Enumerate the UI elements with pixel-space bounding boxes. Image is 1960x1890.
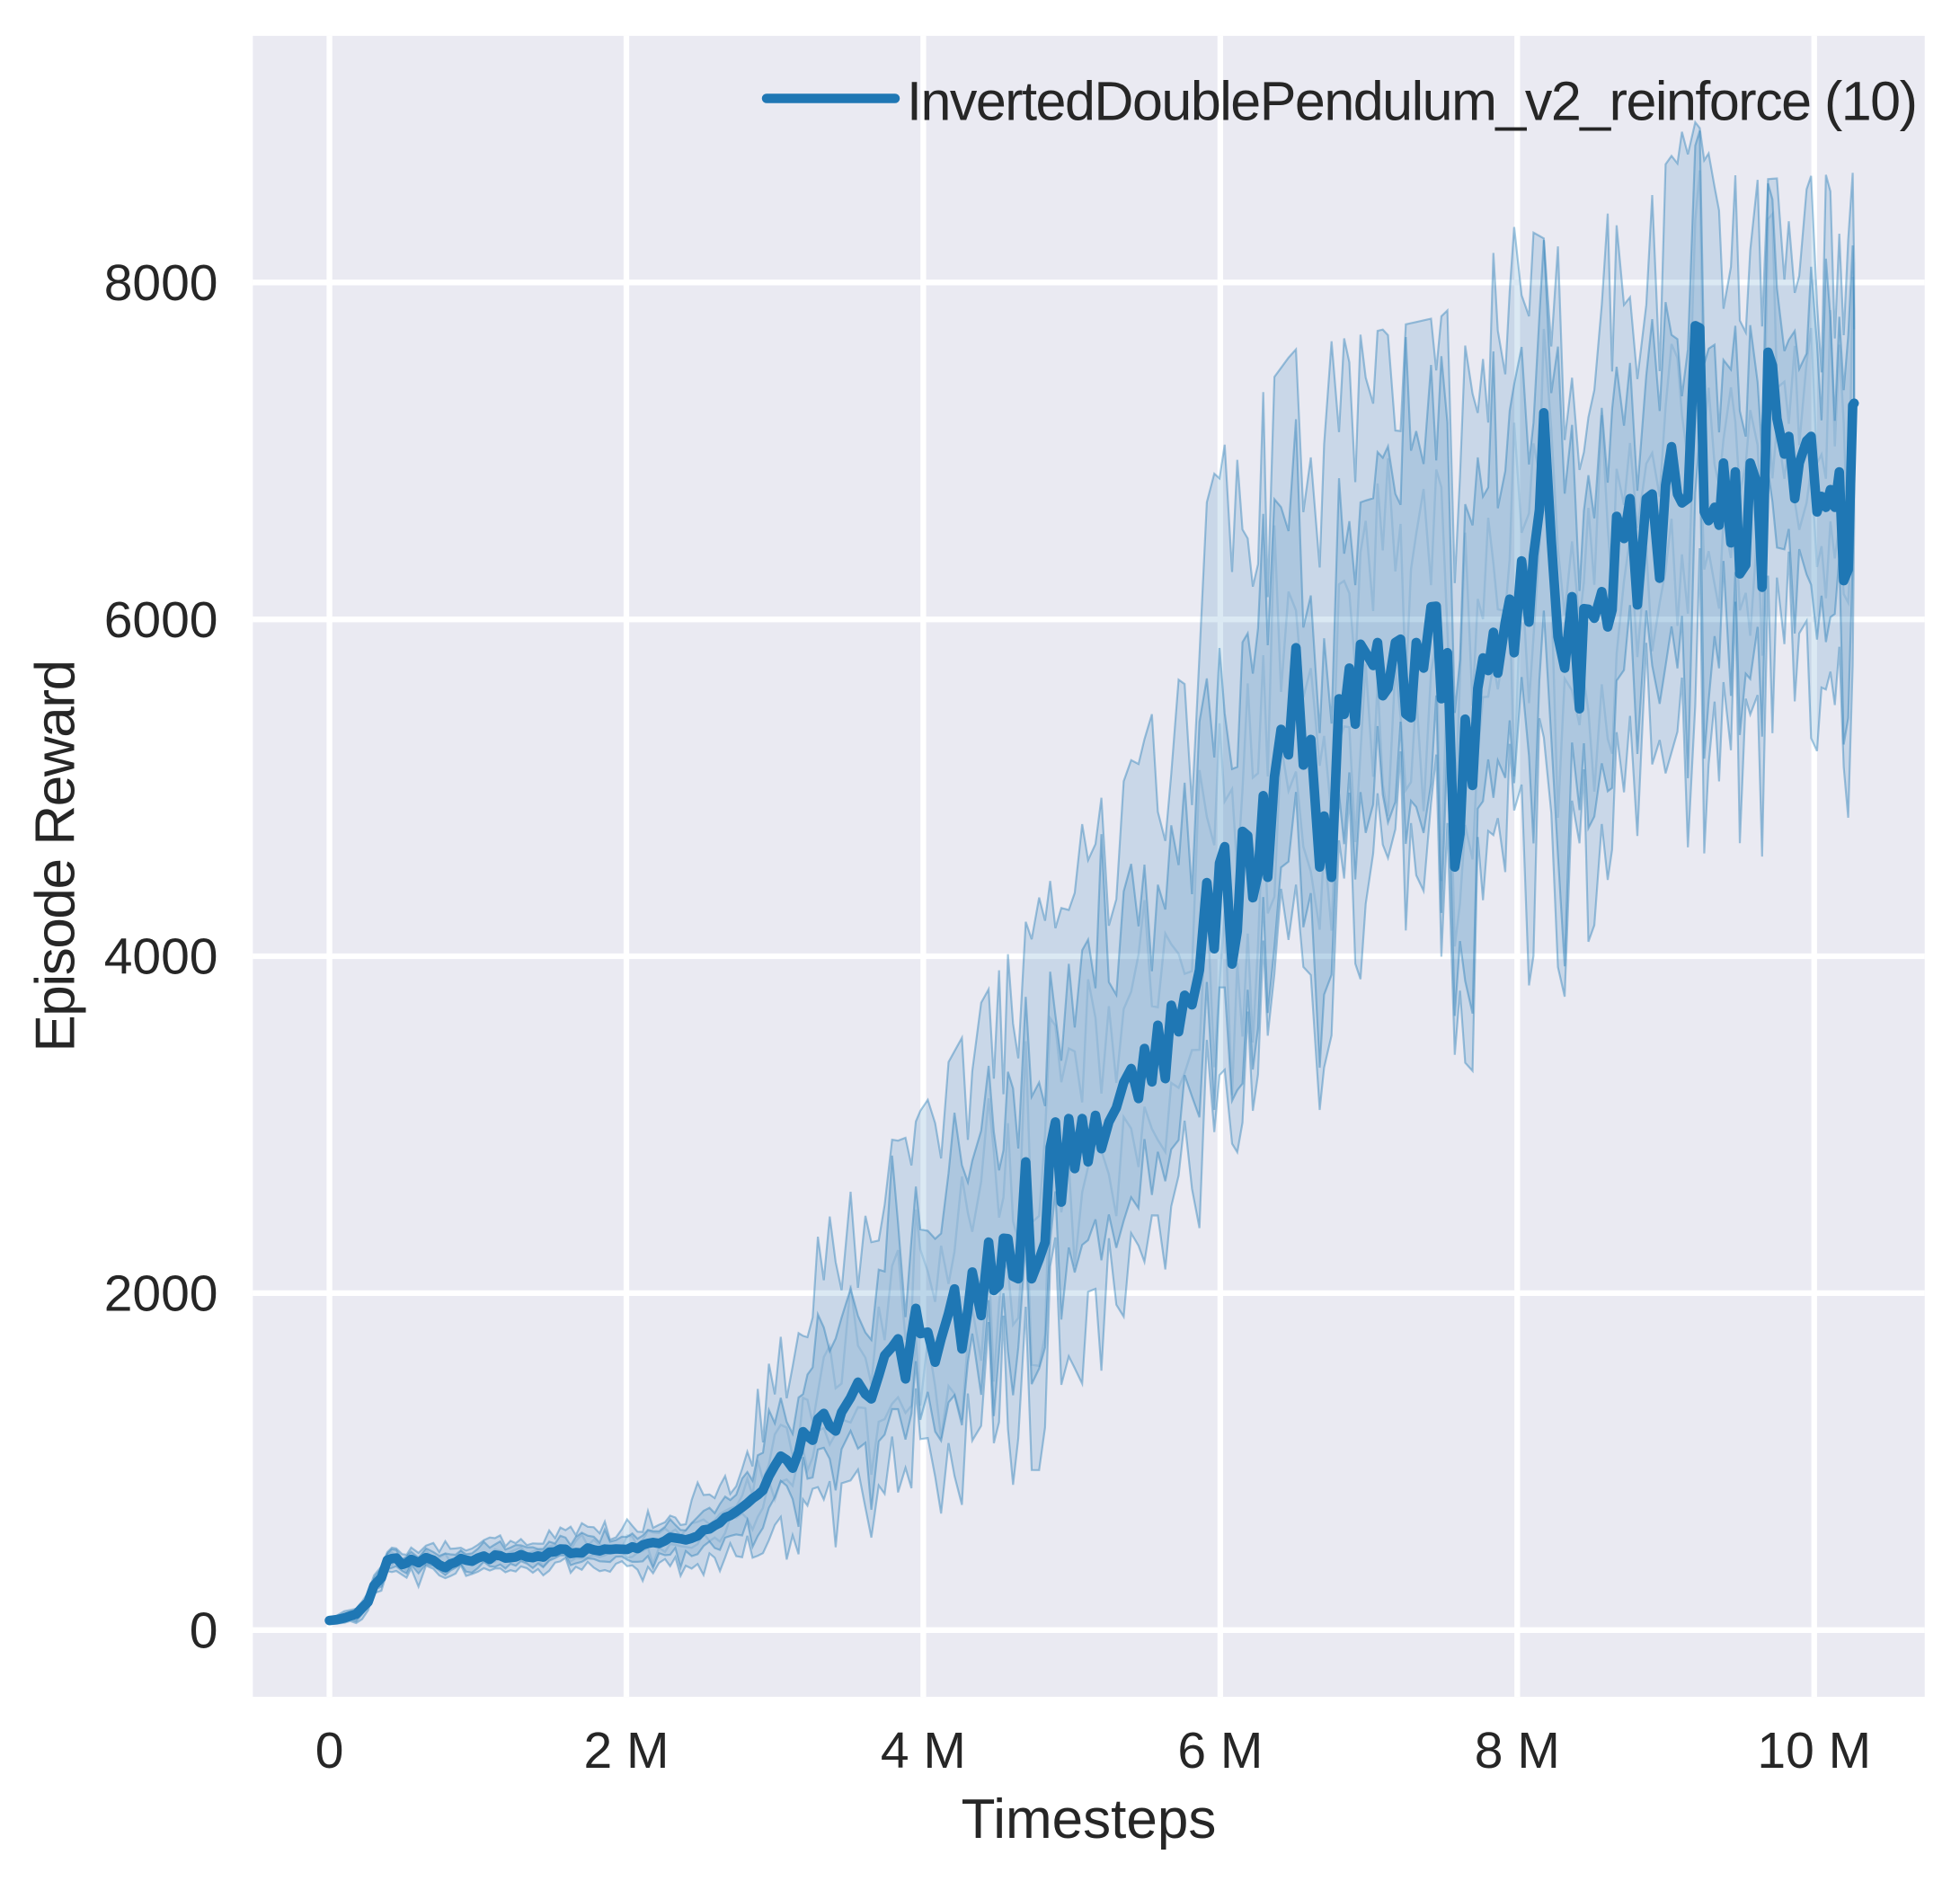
svg-text:8 M: 8 M — [1475, 1722, 1560, 1779]
svg-text:Timesteps: Timesteps — [962, 1788, 1217, 1850]
svg-text:InvertedDoublePendulum_v2_rein: InvertedDoublePendulum_v2_reinforce (10) — [907, 71, 1916, 132]
svg-text:10 M: 10 M — [1757, 1722, 1871, 1779]
svg-text:8000: 8000 — [104, 254, 218, 312]
svg-text:0: 0 — [190, 1602, 218, 1659]
svg-text:Episode Reward: Episode Reward — [25, 661, 87, 1051]
svg-text:2 M: 2 M — [583, 1722, 669, 1779]
svg-text:6 M: 6 M — [1177, 1722, 1263, 1779]
svg-text:0: 0 — [315, 1722, 344, 1779]
svg-text:4 M: 4 M — [881, 1722, 966, 1779]
svg-text:4000: 4000 — [104, 928, 218, 986]
svg-text:6000: 6000 — [104, 591, 218, 649]
svg-text:2000: 2000 — [104, 1265, 218, 1323]
